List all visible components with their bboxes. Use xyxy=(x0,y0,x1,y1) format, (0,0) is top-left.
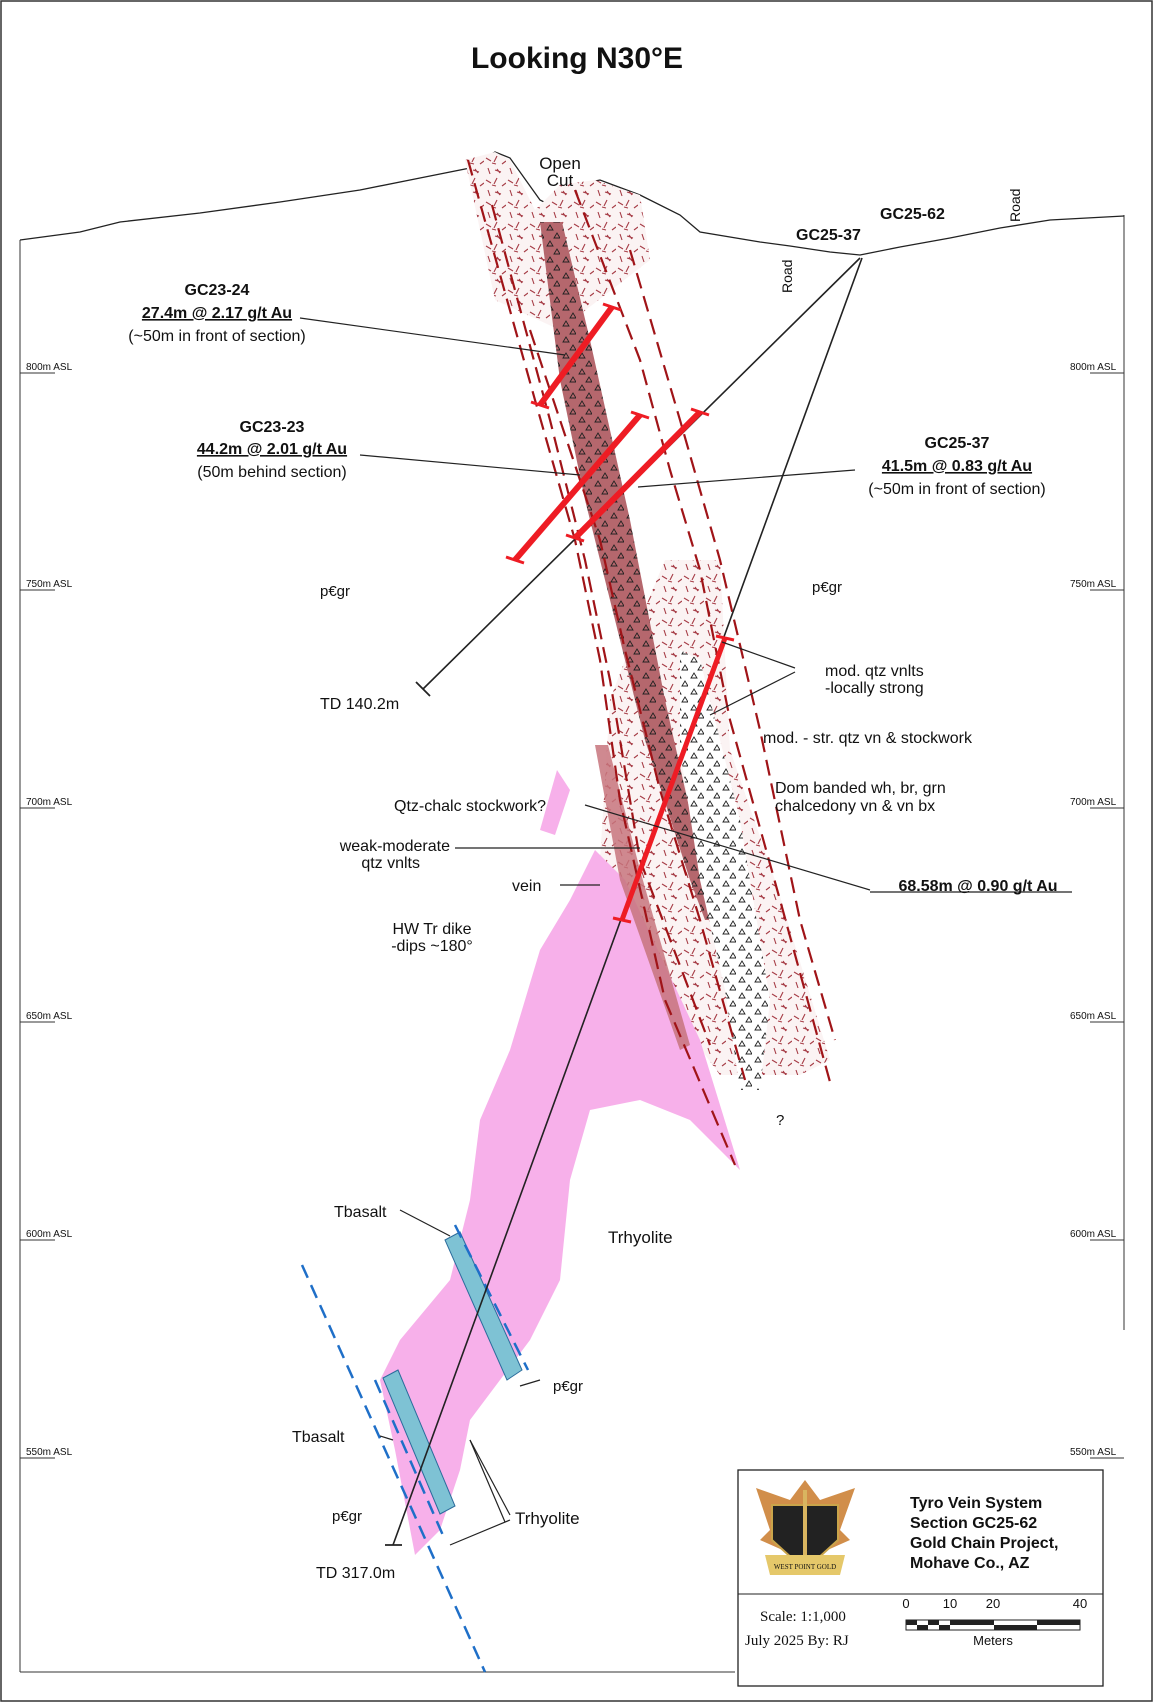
elev-label-750-left: 750m ASL xyxy=(26,579,73,590)
elev-label-750-right: 750m ASL xyxy=(1070,579,1117,590)
label-hw-dike-2: -dips ~180° xyxy=(391,938,473,955)
basalt-band-upper xyxy=(444,1231,523,1381)
label-qtz-vnlts-1: mod. qtz vnlts xyxy=(825,663,924,680)
intercept-end-caps xyxy=(505,302,735,924)
rhyolite-dike xyxy=(380,850,740,1555)
elev-label-600-right: 600m ASL xyxy=(1070,1229,1117,1240)
elevation-labels: 800m ASL 800m ASL 750m ASL 750m ASL 700m… xyxy=(26,362,1117,1458)
label-qtz-vnlts-2: -locally strong xyxy=(825,680,924,697)
title-block-line3: Gold Chain Project, xyxy=(910,1535,1058,1552)
label-tbasalt-lower: Tbasalt xyxy=(292,1429,345,1446)
title-block: WEST POINT GOLD Tyro Vein System Section… xyxy=(737,1469,1104,1687)
scalebar-tick-10: 10 xyxy=(943,1596,957,1611)
scalebar-tick-20: 20 xyxy=(986,1596,1000,1611)
scalebar-unit: Meters xyxy=(973,1633,1013,1648)
label-road-right: Road xyxy=(1007,189,1023,222)
elev-label-600-left: 600m ASL xyxy=(26,1229,73,1240)
label-open: Open xyxy=(539,154,581,173)
label-gc23-23-note: (50m behind section) xyxy=(197,464,346,481)
title-block-line4: Mohave Co., AZ xyxy=(910,1555,1030,1572)
label-gc23-24-result: 27.4m @ 2.17 g/t Au xyxy=(142,305,292,322)
elev-label-550-left: 550m ASL xyxy=(26,1447,73,1458)
label-weak-mod-2: qtz vnlts xyxy=(361,855,420,872)
elev-label-700-right: 700m ASL xyxy=(1070,797,1117,808)
label-pcgr-left: p€gr xyxy=(320,583,350,600)
label-weak-mod-1: weak-moderate xyxy=(339,838,450,855)
scale-bar: 0 10 20 40 Meters xyxy=(902,1596,1087,1648)
title-block-date: July 2025 By: RJ xyxy=(745,1633,849,1649)
intercept-gc23-23 xyxy=(512,413,643,562)
label-gc23-23-result: 44.2m @ 2.01 g/t Au xyxy=(197,441,347,458)
label-gc25-37-note: (~50m in front of section) xyxy=(868,481,1045,498)
breccia-vein-core xyxy=(540,222,725,920)
elev-label-800-right: 800m ASL xyxy=(1070,362,1117,373)
title-block-line2: Section GC25-62 xyxy=(910,1515,1037,1532)
label-gc25-37-hole: GC25-37 xyxy=(925,435,990,452)
scalebar-tick-0: 0 xyxy=(902,1596,909,1611)
basalt-contact-lines xyxy=(300,1224,530,1673)
elevation-ticks xyxy=(20,372,1124,1459)
elev-label-650-right: 650m ASL xyxy=(1070,1011,1117,1022)
label-dom-1: Dom banded wh, br, grn xyxy=(775,780,946,797)
label-road-left: Road xyxy=(779,260,795,293)
label-stockwork: mod. - str. qtz vn & stockwork xyxy=(763,730,973,747)
label-gc23-24-hole: GC23-24 xyxy=(185,282,250,299)
label-qtz-chalc: Qtz-chalc stockwork? xyxy=(394,798,546,815)
drill-intercepts xyxy=(512,305,728,921)
intercept-gc25-37 xyxy=(572,409,703,541)
label-td-140: TD 140.2m xyxy=(320,696,399,713)
scalebar-tick-40: 40 xyxy=(1073,1596,1087,1611)
label-gc25-37-collar: GC25-37 xyxy=(796,227,861,244)
label-dom-2: chalcedony vn & vn bx xyxy=(775,798,935,815)
figure-title: Looking N30°E xyxy=(471,42,683,75)
breccia-white-zone xyxy=(680,650,770,1090)
label-gc23-24-note: (~50m in front of section) xyxy=(128,328,305,345)
intercept-gc25-62 xyxy=(619,637,728,921)
label-pcgr-lower-left: p€gr xyxy=(332,1508,362,1525)
intercept-gc23-24 xyxy=(537,305,615,407)
leader-lines xyxy=(299,317,1072,1546)
title-block-scale: Scale: 1:1,000 xyxy=(760,1609,846,1625)
label-trhyolite-upper: Trhyolite xyxy=(608,1228,673,1247)
label-gc25-62-result: 68.58m @ 0.90 g/t Au xyxy=(898,878,1057,895)
title-block-line1: Tyro Vein System xyxy=(910,1495,1042,1512)
label-gc25-37-result: 41.5m @ 0.83 g/t Au xyxy=(882,458,1032,475)
label-question-mark: ? xyxy=(776,1112,784,1129)
rhyolite-pod-small xyxy=(540,770,570,835)
company-logo: WEST POINT GOLD xyxy=(756,1480,855,1575)
label-trhyolite-lower: Trhyolite xyxy=(515,1509,580,1528)
label-gc23-23-hole: GC23-23 xyxy=(240,419,305,436)
label-tbasalt-upper: Tbasalt xyxy=(334,1204,387,1221)
label-cut: Cut xyxy=(547,171,574,190)
label-pcgr-lower-right: p€gr xyxy=(553,1378,583,1395)
label-vein: vein xyxy=(512,878,541,895)
label-pcgr-right: p€gr xyxy=(812,579,842,596)
elev-label-800-left: 800m ASL xyxy=(26,362,73,373)
elev-label-650-left: 650m ASL xyxy=(26,1011,73,1022)
structure-lines xyxy=(466,159,837,1166)
elev-label-700-left: 700m ASL xyxy=(26,797,73,808)
label-gc25-62-collar: GC25-62 xyxy=(880,206,945,223)
label-hw-dike-1: HW Tr dike xyxy=(392,921,471,938)
logo-text: WEST POINT GOLD xyxy=(774,1563,836,1571)
elev-label-550-right: 550m ASL xyxy=(1070,1447,1117,1458)
label-td-317: TD 317.0m xyxy=(316,1565,395,1582)
